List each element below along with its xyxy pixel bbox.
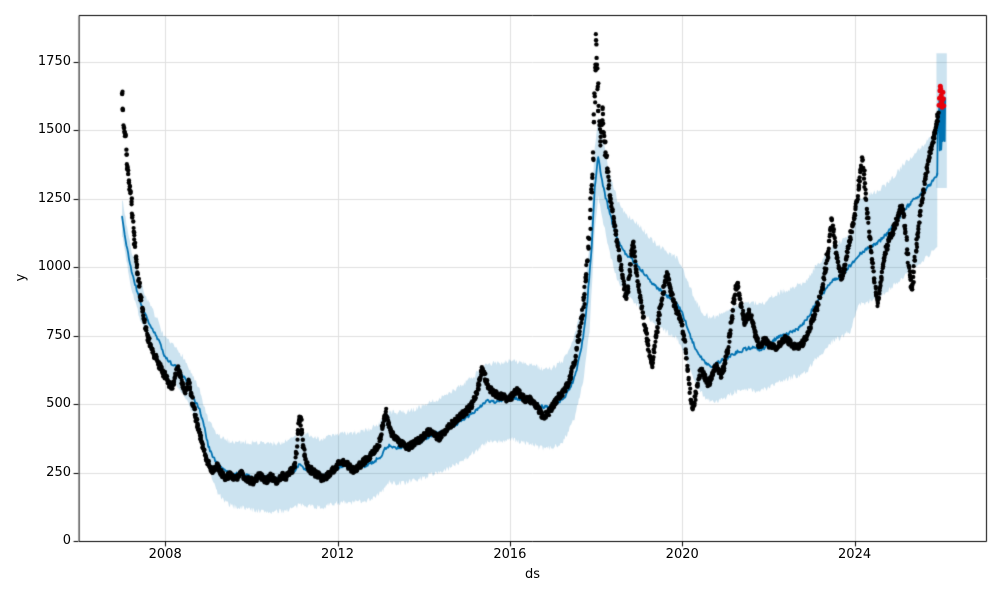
y-tick-label: 0: [62, 533, 71, 548]
y-axis-label: y: [13, 273, 29, 282]
x-axis-label: ds: [524, 567, 541, 582]
y-tick-label: 500: [46, 396, 71, 412]
y-tick-label: 1250: [37, 190, 71, 206]
x-tick-label: 2008: [148, 547, 182, 562]
x-tick-label: 2020: [665, 547, 699, 562]
y-tick-label: 750: [46, 327, 71, 343]
x-tick-label: 2016: [493, 547, 527, 562]
y-tick-label: 1750: [37, 54, 71, 70]
y-tick-label: 250: [46, 464, 71, 480]
y-tick-label: 1000: [37, 259, 71, 275]
y-tick-label: 1500: [37, 122, 71, 138]
x-tick-label: 2024: [838, 547, 872, 562]
x-tick-label: 2012: [320, 547, 355, 562]
